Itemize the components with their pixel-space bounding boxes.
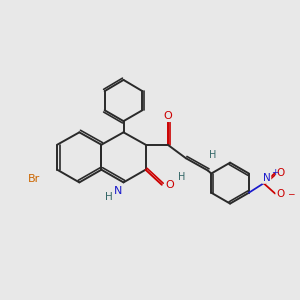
Text: +: +: [271, 169, 279, 178]
Text: H: H: [209, 150, 216, 160]
Text: O: O: [163, 111, 172, 121]
Text: O: O: [276, 189, 285, 199]
Text: Br: Br: [28, 174, 40, 184]
Text: O: O: [276, 168, 285, 178]
Text: O: O: [166, 180, 174, 190]
Text: N: N: [263, 173, 271, 183]
Text: H: H: [105, 191, 113, 202]
Text: N: N: [114, 186, 122, 196]
Text: −: −: [287, 189, 294, 198]
Text: H: H: [178, 172, 185, 182]
